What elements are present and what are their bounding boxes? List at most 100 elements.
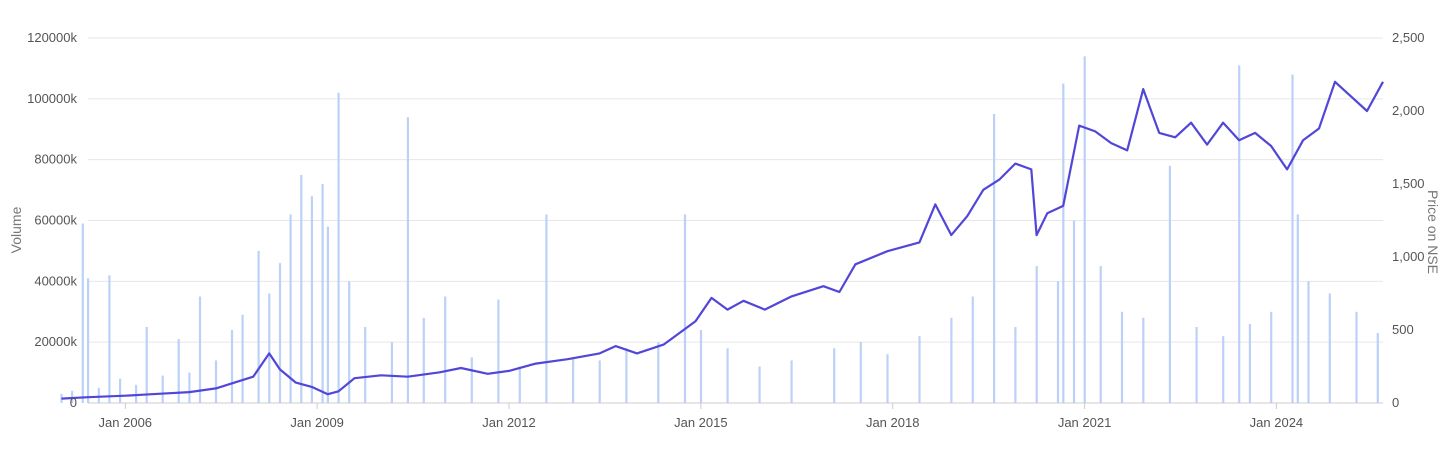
x-tick-label: Jan 2012 <box>482 415 536 430</box>
volume-bar <box>790 360 793 403</box>
volume-bar <box>1270 311 1273 404</box>
volume-bar <box>470 357 473 403</box>
volume-bar <box>971 296 974 403</box>
volume-bar <box>161 375 164 403</box>
x-tick-label: Jan 2009 <box>290 415 344 430</box>
volume-bar <box>1099 266 1102 403</box>
volume-bar <box>300 174 303 403</box>
volume-bar <box>699 330 703 403</box>
volume-bar <box>71 390 74 403</box>
volume-bar <box>1083 56 1086 404</box>
volume-bar <box>364 327 367 403</box>
volume-bar <box>188 372 191 403</box>
volume-bar <box>87 278 90 403</box>
volume-bar <box>444 296 447 403</box>
y-right-tick-label: 2,500 <box>1392 30 1425 45</box>
volume-bar <box>918 336 921 403</box>
y-axis-left-title: Volume <box>8 206 24 253</box>
volume-bar <box>177 339 180 403</box>
volume-bar <box>422 317 425 403</box>
grid-lines <box>88 37 1383 404</box>
x-tick-label: Jan 2024 <box>1250 415 1304 430</box>
volume-bar <box>497 299 500 403</box>
volume-bar <box>545 214 548 403</box>
y-left-tick-label: 120000k <box>27 30 77 45</box>
volume-bar <box>230 330 234 403</box>
y-right-tick-label: 500 <box>1392 322 1414 337</box>
volume-bar <box>657 342 660 403</box>
y-left-tick-label: 60000k <box>34 213 77 228</box>
volume-bar <box>321 184 324 403</box>
volume-bar <box>1014 327 1017 403</box>
y-right-tick-label: 1,500 <box>1392 176 1425 191</box>
volume-bar <box>326 226 329 403</box>
y-right-tick-label: 2,000 <box>1392 103 1425 118</box>
volume-bar <box>1307 281 1310 403</box>
price-line-layer <box>61 80 1384 400</box>
volume-bar <box>1291 74 1294 403</box>
volume-bar <box>886 354 889 403</box>
y-left-tick-label: 100000k <box>27 91 77 106</box>
volume-bar <box>1056 281 1060 403</box>
y-left-tick-label: 20000k <box>34 334 77 349</box>
volume-bar <box>406 117 409 403</box>
volume-bar <box>1238 65 1241 404</box>
x-tick-label: Jan 2006 <box>99 415 153 430</box>
volume-bar <box>97 387 100 403</box>
y-left-tick-label: 0 <box>70 395 77 410</box>
volume-bar <box>950 317 953 403</box>
volume-bar <box>268 293 271 403</box>
volume-bar <box>518 366 521 403</box>
volume-bar <box>241 314 244 403</box>
volume-bar <box>1168 165 1171 404</box>
volume-bar <box>198 296 202 403</box>
volume-bar <box>598 360 601 403</box>
volume-bar <box>1062 83 1065 403</box>
volume-bar <box>145 327 148 403</box>
volume-bar <box>278 263 282 403</box>
volume-bar <box>683 214 687 403</box>
volume-bar <box>833 348 836 404</box>
x-tick-label: Jan 2021 <box>1058 415 1112 430</box>
volume-bar <box>1355 311 1358 404</box>
volume-bar <box>135 384 138 404</box>
volume-bar <box>81 223 84 403</box>
y-right-tick-label: 1,000 <box>1392 249 1425 264</box>
volume-bar <box>1376 333 1379 403</box>
volume-bar <box>1296 214 1299 403</box>
axes: 0 20000k 40000k 60000k 80000k 100000k 120000k 0… <box>27 30 1424 430</box>
volume-bar <box>625 348 628 404</box>
volume-bar <box>1248 323 1251 403</box>
volume-bar <box>257 250 260 403</box>
volume-bar <box>993 114 996 403</box>
y-axis-right-title: Price on NSE <box>1425 190 1441 274</box>
volume-bar <box>390 342 393 403</box>
x-tick-label: Jan 2015 <box>674 415 728 430</box>
volume-bar <box>119 378 122 403</box>
x-tick-label: Jan 2018 <box>866 415 920 430</box>
volume-bar <box>1035 266 1038 403</box>
volume-bar <box>108 275 111 404</box>
volume-bar <box>214 360 218 403</box>
volume-bar <box>1195 327 1198 403</box>
volume-bar <box>1120 311 1124 404</box>
volume-bar <box>337 92 340 404</box>
volume-bar <box>1072 220 1076 403</box>
volume-bar <box>1328 293 1331 403</box>
volume-bar <box>1222 336 1225 403</box>
volume-bar <box>1142 317 1145 403</box>
volume-bar <box>758 366 761 403</box>
volume-bar <box>310 196 313 403</box>
price-line <box>61 80 1384 400</box>
volume-bars <box>60 56 1379 404</box>
y-left-tick-label: 40000k <box>34 273 77 288</box>
y-left-tick-label: 80000k <box>34 152 77 167</box>
volume-bar <box>859 342 862 403</box>
volume-bar <box>348 281 351 403</box>
volume-bar <box>572 357 575 403</box>
y-right-tick-label: 0 <box>1392 395 1399 410</box>
volume-bar <box>726 348 729 404</box>
volume-bar <box>289 214 292 403</box>
